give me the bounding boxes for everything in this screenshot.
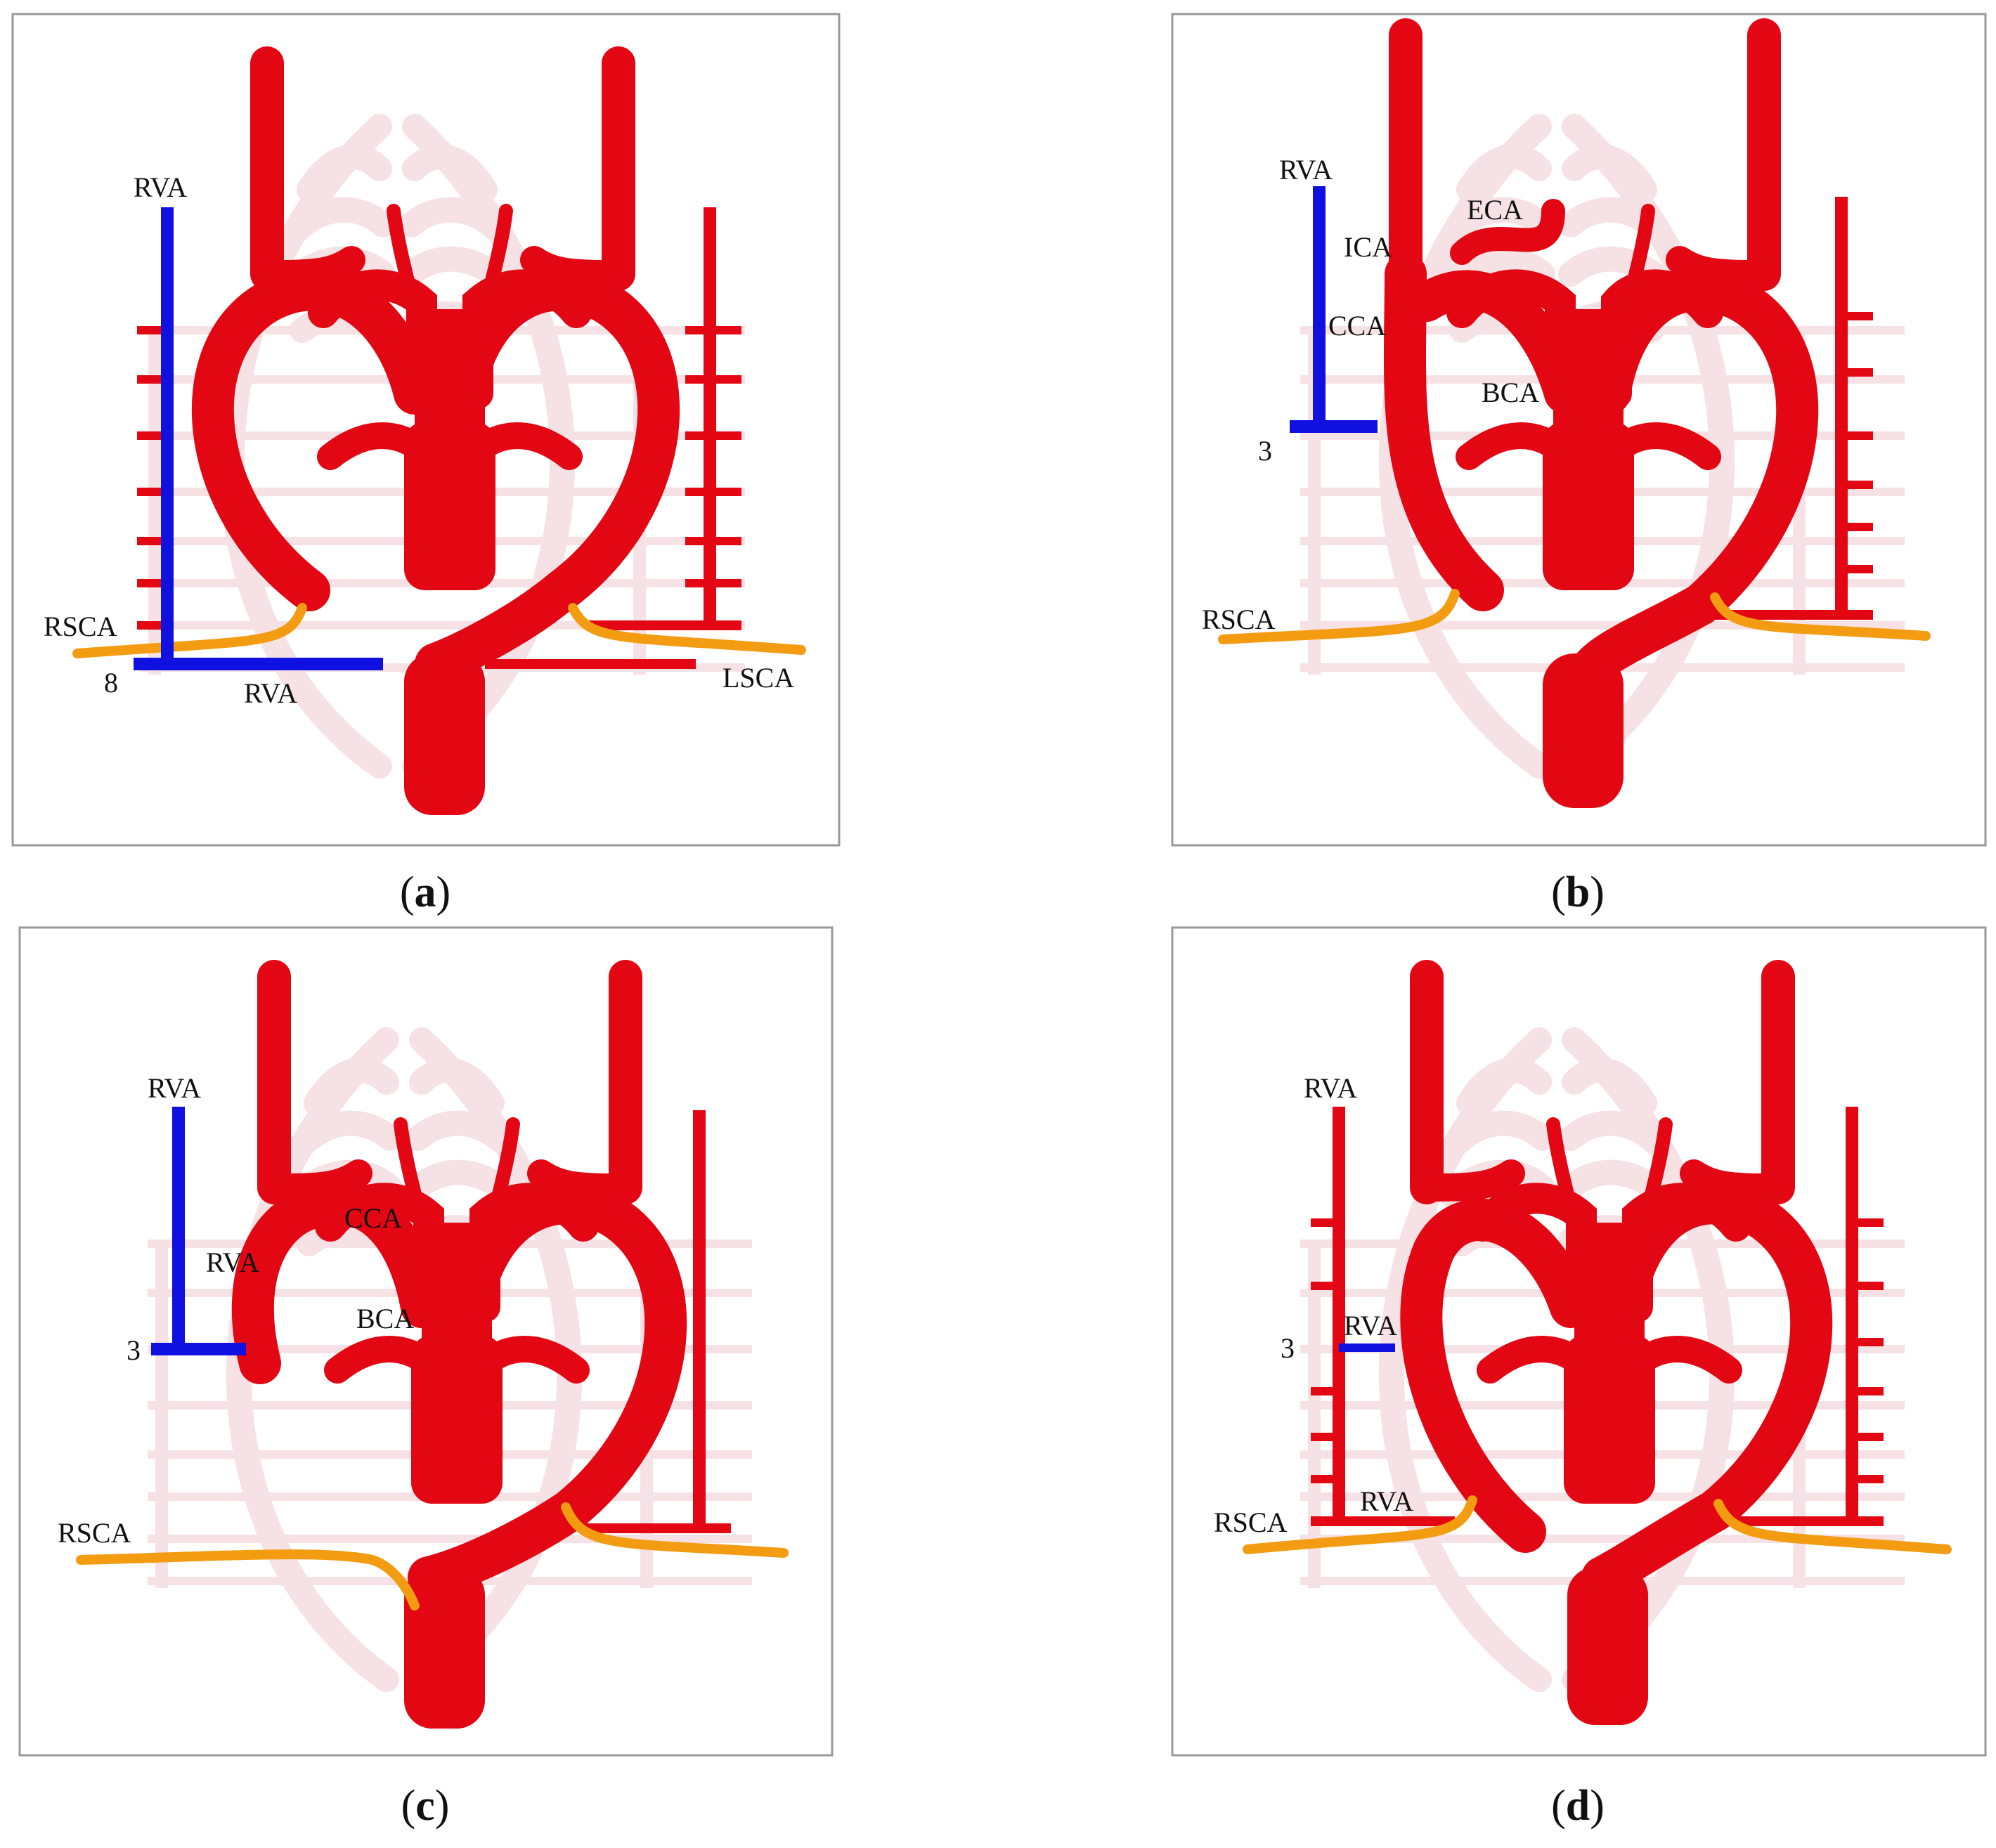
panel-c-left-vertebral [583, 1110, 731, 1533]
panel-b-caption: (b) [1551, 868, 1605, 916]
panel-c-rva-highlight [151, 1107, 246, 1355]
panel-d-caption: (d) [1551, 1782, 1605, 1830]
panel-d-right-vertebral [1311, 1107, 1455, 1526]
panel-b-label-ica: ICA [1344, 231, 1392, 263]
panel-a-label-rsca: RSCA [44, 611, 117, 642]
panel-d-label-rva-mid: RVA [1344, 1310, 1397, 1341]
panel-c-label-rsca: RSCA [58, 1517, 131, 1549]
panel-a-subclavian [72, 603, 806, 658]
panel-c-label-rva-top: RVA [148, 1072, 201, 1104]
panel-b-label-bca: BCA [1482, 377, 1539, 408]
panel-b-label-eca: ECA [1467, 194, 1523, 226]
panel-c-label-bca: BCA [356, 1303, 414, 1334]
panel-d-label-rsca: RSCA [1214, 1507, 1288, 1538]
panel-b-label-level: 3 [1258, 435, 1272, 467]
panel-d-label-rva-low: RVA [1360, 1485, 1413, 1517]
panel-d-label-level: 3 [1281, 1332, 1295, 1364]
panel-c: RVA CCA RVA BCA 3 RSCA (c) [18, 926, 834, 1830]
panel-b: RVA ECA ICA CCA BCA 3 RSCA (b) [1171, 13, 1987, 916]
panel-a: RVA RSCA 8 RVA LSCA (a) [11, 13, 841, 916]
panel-b-label-rsca: RSCA [1202, 604, 1276, 635]
panel-d: RVA 3 RVA RVA RSCA (d) [1171, 926, 1987, 1830]
panel-b-rva-highlight [1290, 186, 1378, 433]
panel-c-label-level: 3 [127, 1334, 141, 1366]
panel-b-subclavian [1218, 589, 1931, 644]
panel-c-label-rva-mid: RVA [206, 1247, 259, 1278]
panel-b-label-rva-top: RVA [1279, 154, 1333, 186]
panel-d-subclavian [1243, 1495, 1952, 1554]
panel-a-label-level: 8 [104, 667, 118, 698]
panel-c-label-cca: CCA [344, 1202, 402, 1234]
panel-b-label-cca: CCA [1328, 310, 1386, 341]
panel-a-label-rva-top: RVA [134, 171, 187, 203]
panel-c-subclavian [76, 1502, 789, 1611]
panel-a-label-lsca: LSCA [722, 662, 794, 694]
panel-a-caption: (a) [400, 868, 451, 916]
panel-d-label-rva-top: RVA [1304, 1072, 1357, 1104]
panel-a-label-rva-bottom: RVA [244, 677, 297, 709]
panel-c-caption: (c) [401, 1782, 450, 1830]
panel-d-left-vertebral [1729, 1107, 1884, 1526]
panel-a-rva-highlight [134, 207, 383, 670]
panel-b-left-vertebral [1715, 197, 1873, 620]
panel-a-left-vertebral [485, 207, 741, 669]
